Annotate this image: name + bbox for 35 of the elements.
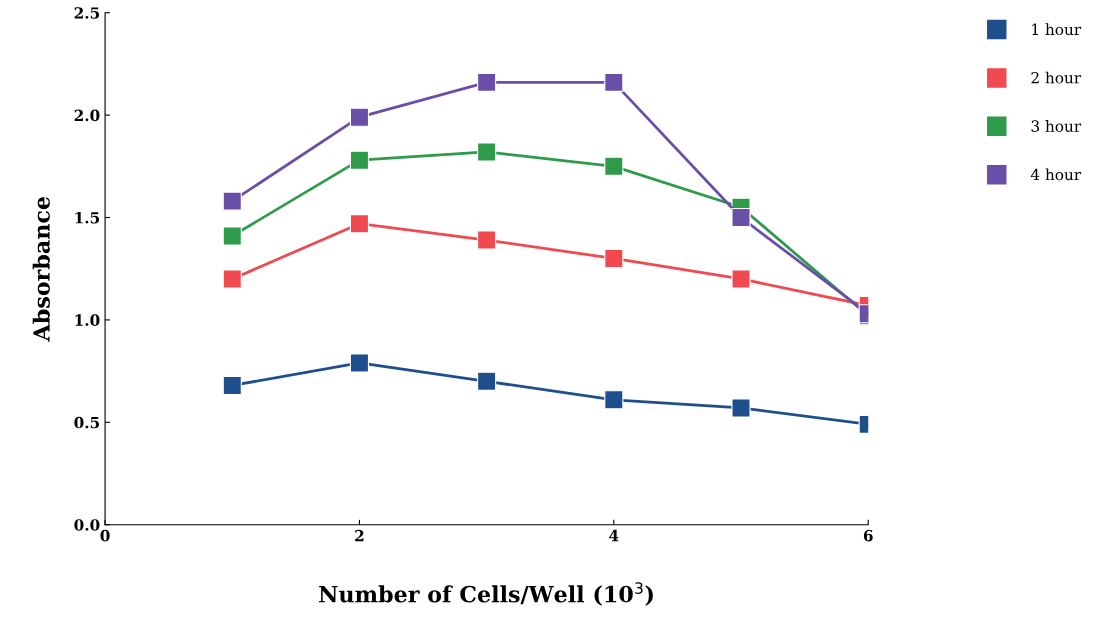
y-tick-label: 0.0 — [74, 519, 100, 531]
point — [604, 72, 624, 92]
y-tick-label: 1.0 — [75, 314, 100, 326]
point — [731, 398, 751, 418]
x-tick-label: 0 — [100, 529, 110, 542]
point — [222, 269, 242, 289]
y-tick-label: 2.0 — [74, 109, 100, 122]
x-tick-label: 2 — [355, 529, 364, 542]
y-axis-title: Absorbance — [32, 196, 50, 342]
x-tick-label: 6 — [863, 529, 873, 542]
point — [604, 390, 624, 410]
point — [477, 230, 497, 250]
point — [604, 156, 624, 176]
point — [731, 207, 751, 228]
point — [477, 142, 497, 162]
y-tick-label: 1.5 — [75, 211, 100, 224]
point — [349, 107, 370, 127]
x-axis-title: Number of Cells/Well (10$^{3}$) — [319, 582, 653, 606]
point — [477, 371, 497, 391]
point — [604, 248, 624, 269]
legend-label: 3 hour — [1031, 120, 1082, 132]
point — [349, 150, 370, 170]
point — [349, 214, 370, 234]
point — [349, 353, 370, 373]
legend-label: 4 hour — [1030, 168, 1082, 181]
point — [222, 191, 242, 211]
x-tick-label: 4 — [609, 529, 619, 542]
point — [222, 226, 242, 246]
legend-label: 2 hour — [1031, 71, 1082, 84]
y-tick-label: 0.5 — [74, 416, 100, 429]
point — [477, 72, 497, 92]
legend-label: 1 hour — [1032, 23, 1082, 36]
point — [731, 269, 751, 289]
point — [222, 375, 242, 396]
y-tick-label: 2.5 — [74, 7, 100, 19]
